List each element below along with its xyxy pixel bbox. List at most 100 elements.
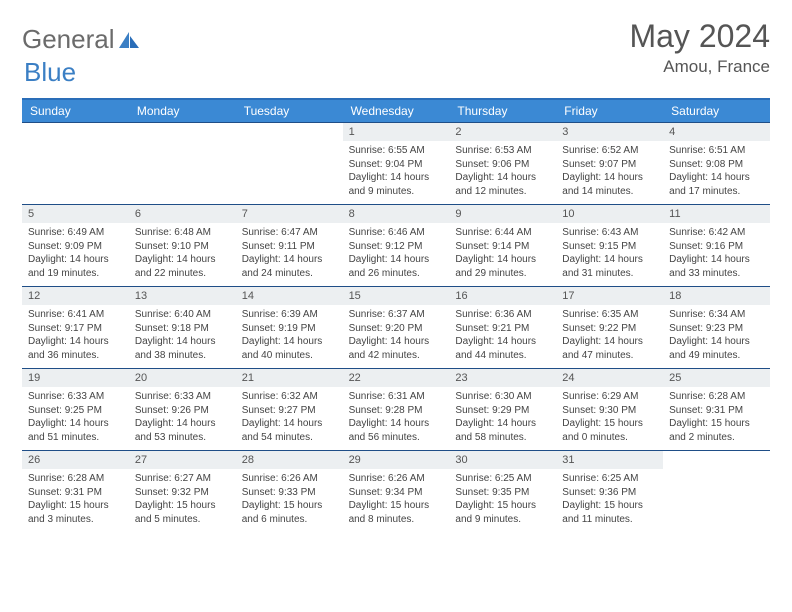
calendar-cell: 11Sunrise: 6:42 AMSunset: 9:16 PMDayligh… — [663, 205, 770, 286]
calendar-cell: 10Sunrise: 6:43 AMSunset: 9:15 PMDayligh… — [556, 205, 663, 286]
day-header-cell: Wednesday — [343, 100, 450, 122]
day-content: Sunrise: 6:33 AMSunset: 9:26 PMDaylight:… — [129, 387, 236, 450]
day-content: Sunrise: 6:53 AMSunset: 9:06 PMDaylight:… — [449, 141, 556, 204]
day-number: 1 — [343, 123, 450, 141]
day-content: Sunrise: 6:51 AMSunset: 9:08 PMDaylight:… — [663, 141, 770, 204]
day-number: 12 — [22, 287, 129, 305]
day-number: 4 — [663, 123, 770, 141]
day-content: Sunrise: 6:33 AMSunset: 9:25 PMDaylight:… — [22, 387, 129, 450]
day-number — [129, 123, 236, 141]
logo-text-blue: Blue — [24, 57, 76, 87]
title-block: May 2024 Amou, France — [629, 18, 770, 77]
week-row: 19Sunrise: 6:33 AMSunset: 9:25 PMDayligh… — [22, 368, 770, 450]
day-content: Sunrise: 6:43 AMSunset: 9:15 PMDaylight:… — [556, 223, 663, 286]
day-content: Sunrise: 6:28 AMSunset: 9:31 PMDaylight:… — [663, 387, 770, 450]
calendar-cell: 28Sunrise: 6:26 AMSunset: 9:33 PMDayligh… — [236, 451, 343, 532]
day-header-cell: Saturday — [663, 100, 770, 122]
day-number: 28 — [236, 451, 343, 469]
day-number: 7 — [236, 205, 343, 223]
day-content: Sunrise: 6:29 AMSunset: 9:30 PMDaylight:… — [556, 387, 663, 450]
day-number: 23 — [449, 369, 556, 387]
day-header-cell: Thursday — [449, 100, 556, 122]
calendar-cell: 4Sunrise: 6:51 AMSunset: 9:08 PMDaylight… — [663, 123, 770, 204]
day-number: 30 — [449, 451, 556, 469]
calendar-cell: 18Sunrise: 6:34 AMSunset: 9:23 PMDayligh… — [663, 287, 770, 368]
day-content: Sunrise: 6:34 AMSunset: 9:23 PMDaylight:… — [663, 305, 770, 368]
day-number: 8 — [343, 205, 450, 223]
logo-sail-icon — [117, 30, 141, 50]
logo: General — [22, 24, 141, 55]
day-number: 27 — [129, 451, 236, 469]
calendar-cell: 12Sunrise: 6:41 AMSunset: 9:17 PMDayligh… — [22, 287, 129, 368]
day-content: Sunrise: 6:44 AMSunset: 9:14 PMDaylight:… — [449, 223, 556, 286]
day-number: 25 — [663, 369, 770, 387]
calendar-cell: 5Sunrise: 6:49 AMSunset: 9:09 PMDaylight… — [22, 205, 129, 286]
day-number: 2 — [449, 123, 556, 141]
day-header-cell: Sunday — [22, 100, 129, 122]
day-content: Sunrise: 6:27 AMSunset: 9:32 PMDaylight:… — [129, 469, 236, 532]
day-number — [236, 123, 343, 141]
day-number: 18 — [663, 287, 770, 305]
day-number — [22, 123, 129, 141]
day-number: 22 — [343, 369, 450, 387]
week-row: 5Sunrise: 6:49 AMSunset: 9:09 PMDaylight… — [22, 204, 770, 286]
day-content: Sunrise: 6:42 AMSunset: 9:16 PMDaylight:… — [663, 223, 770, 286]
day-number: 29 — [343, 451, 450, 469]
day-header-cell: Monday — [129, 100, 236, 122]
calendar: SundayMondayTuesdayWednesdayThursdayFrid… — [22, 98, 770, 532]
day-content: Sunrise: 6:32 AMSunset: 9:27 PMDaylight:… — [236, 387, 343, 450]
day-number: 20 — [129, 369, 236, 387]
day-number: 24 — [556, 369, 663, 387]
calendar-cell: 27Sunrise: 6:27 AMSunset: 9:32 PMDayligh… — [129, 451, 236, 532]
calendar-cell: 9Sunrise: 6:44 AMSunset: 9:14 PMDaylight… — [449, 205, 556, 286]
day-number — [663, 451, 770, 469]
calendar-cell — [663, 451, 770, 532]
day-content: Sunrise: 6:35 AMSunset: 9:22 PMDaylight:… — [556, 305, 663, 368]
logo-text-general: General — [22, 24, 115, 55]
day-content: Sunrise: 6:28 AMSunset: 9:31 PMDaylight:… — [22, 469, 129, 532]
location: Amou, France — [629, 57, 770, 77]
day-number: 21 — [236, 369, 343, 387]
day-content: Sunrise: 6:26 AMSunset: 9:34 PMDaylight:… — [343, 469, 450, 532]
day-content: Sunrise: 6:37 AMSunset: 9:20 PMDaylight:… — [343, 305, 450, 368]
day-number: 17 — [556, 287, 663, 305]
calendar-cell: 3Sunrise: 6:52 AMSunset: 9:07 PMDaylight… — [556, 123, 663, 204]
calendar-cell: 2Sunrise: 6:53 AMSunset: 9:06 PMDaylight… — [449, 123, 556, 204]
calendar-cell: 29Sunrise: 6:26 AMSunset: 9:34 PMDayligh… — [343, 451, 450, 532]
day-content: Sunrise: 6:36 AMSunset: 9:21 PMDaylight:… — [449, 305, 556, 368]
calendar-cell: 31Sunrise: 6:25 AMSunset: 9:36 PMDayligh… — [556, 451, 663, 532]
day-number: 10 — [556, 205, 663, 223]
calendar-cell: 23Sunrise: 6:30 AMSunset: 9:29 PMDayligh… — [449, 369, 556, 450]
day-number: 14 — [236, 287, 343, 305]
day-number: 11 — [663, 205, 770, 223]
day-content: Sunrise: 6:55 AMSunset: 9:04 PMDaylight:… — [343, 141, 450, 204]
calendar-cell: 1Sunrise: 6:55 AMSunset: 9:04 PMDaylight… — [343, 123, 450, 204]
calendar-cell: 20Sunrise: 6:33 AMSunset: 9:26 PMDayligh… — [129, 369, 236, 450]
day-content: Sunrise: 6:39 AMSunset: 9:19 PMDaylight:… — [236, 305, 343, 368]
day-number: 6 — [129, 205, 236, 223]
day-content: Sunrise: 6:52 AMSunset: 9:07 PMDaylight:… — [556, 141, 663, 204]
week-row: 12Sunrise: 6:41 AMSunset: 9:17 PMDayligh… — [22, 286, 770, 368]
calendar-cell: 22Sunrise: 6:31 AMSunset: 9:28 PMDayligh… — [343, 369, 450, 450]
calendar-cell: 26Sunrise: 6:28 AMSunset: 9:31 PMDayligh… — [22, 451, 129, 532]
calendar-cell: 25Sunrise: 6:28 AMSunset: 9:31 PMDayligh… — [663, 369, 770, 450]
day-content: Sunrise: 6:41 AMSunset: 9:17 PMDaylight:… — [22, 305, 129, 368]
day-number: 5 — [22, 205, 129, 223]
calendar-cell: 6Sunrise: 6:48 AMSunset: 9:10 PMDaylight… — [129, 205, 236, 286]
calendar-cell — [236, 123, 343, 204]
calendar-cell: 30Sunrise: 6:25 AMSunset: 9:35 PMDayligh… — [449, 451, 556, 532]
day-number: 3 — [556, 123, 663, 141]
day-header-cell: Tuesday — [236, 100, 343, 122]
calendar-cell: 19Sunrise: 6:33 AMSunset: 9:25 PMDayligh… — [22, 369, 129, 450]
day-content: Sunrise: 6:47 AMSunset: 9:11 PMDaylight:… — [236, 223, 343, 286]
calendar-cell: 16Sunrise: 6:36 AMSunset: 9:21 PMDayligh… — [449, 287, 556, 368]
calendar-cell — [22, 123, 129, 204]
day-content: Sunrise: 6:25 AMSunset: 9:36 PMDaylight:… — [556, 469, 663, 532]
day-number: 13 — [129, 287, 236, 305]
week-row: 26Sunrise: 6:28 AMSunset: 9:31 PMDayligh… — [22, 450, 770, 532]
day-content: Sunrise: 6:30 AMSunset: 9:29 PMDaylight:… — [449, 387, 556, 450]
day-content: Sunrise: 6:31 AMSunset: 9:28 PMDaylight:… — [343, 387, 450, 450]
day-content: Sunrise: 6:25 AMSunset: 9:35 PMDaylight:… — [449, 469, 556, 532]
calendar-cell: 7Sunrise: 6:47 AMSunset: 9:11 PMDaylight… — [236, 205, 343, 286]
day-content: Sunrise: 6:48 AMSunset: 9:10 PMDaylight:… — [129, 223, 236, 286]
